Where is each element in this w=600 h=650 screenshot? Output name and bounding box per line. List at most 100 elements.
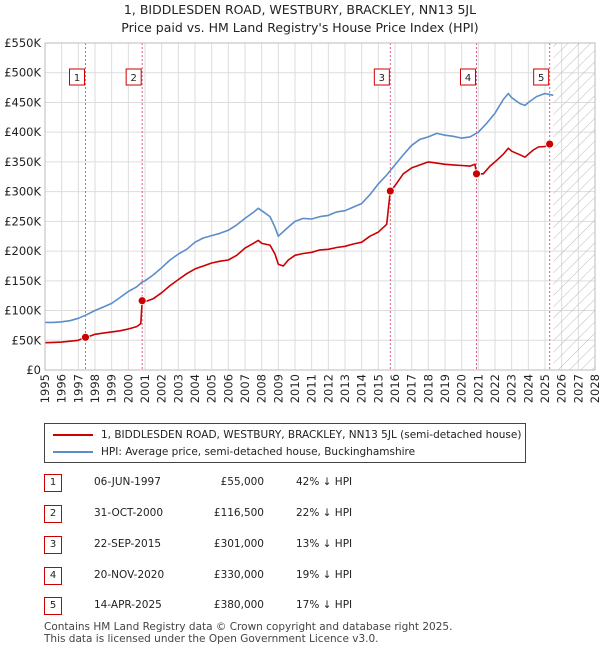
x-tick-label: 2028 xyxy=(588,374,600,403)
sale-badge-label: 5 xyxy=(538,73,544,84)
x-tick-label: 2009 xyxy=(271,374,285,403)
sale-number-badge: 1 xyxy=(44,474,62,492)
x-tick-label: 1996 xyxy=(55,374,69,403)
sale-price: £380,000 xyxy=(213,599,264,611)
x-tick-label: 2020 xyxy=(455,374,469,403)
sale-point xyxy=(385,186,395,196)
legend-label-property: 1, BIDDLESDEN ROAD, WESTBURY, BRACKLEY, … xyxy=(101,429,522,441)
x-tick-label: 2027 xyxy=(571,374,585,403)
sale-number-badge: 5 xyxy=(44,597,62,615)
sale-hpi-diff: 17% ↓ HPI xyxy=(296,599,353,611)
x-tick-label: 2008 xyxy=(255,374,269,403)
y-tick-label: £500K xyxy=(4,66,41,80)
x-tick-label: 2022 xyxy=(488,374,502,403)
y-tick-label: £450K xyxy=(4,95,41,109)
x-tick-label: 2004 xyxy=(188,374,202,403)
chart-title: 1, BIDDLESDEN ROAD, WESTBURY, BRACKLEY, … xyxy=(123,2,477,17)
x-tick-label: 2024 xyxy=(521,374,535,403)
x-tick-label: 2016 xyxy=(388,374,402,403)
x-tick-label: 2011 xyxy=(305,374,319,403)
sale-hpi-diff: 13% ↓ HPI xyxy=(296,538,353,550)
legend-swatch-property xyxy=(53,434,93,436)
y-tick-label: £150K xyxy=(4,274,41,288)
x-tick-label: 2013 xyxy=(338,374,352,403)
x-tick-label: 2021 xyxy=(471,374,485,403)
sale-date: 31-OCT-2000 xyxy=(94,507,163,519)
x-tick-label: 2023 xyxy=(505,374,519,403)
sale-point xyxy=(81,332,90,342)
sale-badge-box xyxy=(460,68,476,86)
property-price-line xyxy=(44,143,553,344)
footer-licence: This data is licensed under the Open Gov… xyxy=(44,633,379,645)
sale-row: 4 20-NOV-2020 £330,000 19% ↓ HPI xyxy=(44,567,564,585)
sale-badge-label: 2 xyxy=(130,73,136,84)
x-tick-label: 1998 xyxy=(88,374,102,403)
y-tick-label: £550K xyxy=(4,36,41,50)
sale-number-badge: 4 xyxy=(44,567,62,585)
x-tick-label: 2015 xyxy=(371,374,385,403)
x-tick-label: 2001 xyxy=(138,374,152,403)
sale-price: £301,000 xyxy=(213,538,264,550)
sale-row: 1 06-JUN-1997 £55,000 42% ↓ HPI xyxy=(44,474,564,492)
x-tick-label: 2005 xyxy=(205,374,219,403)
y-tick-label: £100K xyxy=(4,304,41,318)
legend-label-hpi: HPI: Average price, semi-detached house,… xyxy=(101,446,416,458)
sale-date: 14-APR-2025 xyxy=(94,599,162,611)
price-chart: £0 £50K £100K £150K £200K £250K £300K £350K £400… xyxy=(4,36,600,403)
sale-hpi-diff: 19% ↓ HPI xyxy=(296,569,353,581)
x-tick-label: 2003 xyxy=(171,374,185,403)
forecast-hatch-region xyxy=(553,43,595,370)
legend-item-hpi: HPI: Average price, semi-detached house,… xyxy=(53,444,415,460)
sale-point xyxy=(472,169,481,179)
legend-item-property: 1, BIDDLESDEN ROAD, WESTBURY, BRACKLEY, … xyxy=(53,427,521,443)
hpi-line xyxy=(45,92,554,324)
sale-badge-box xyxy=(373,68,390,86)
sale-badge-box xyxy=(125,68,142,86)
y-tick-label: £400K xyxy=(4,125,41,139)
x-tick-label: 2014 xyxy=(355,374,369,403)
sale-price: £55,000 xyxy=(220,476,264,488)
x-tick-label: 1999 xyxy=(105,374,119,403)
sale-badge-label: 4 xyxy=(465,73,471,84)
chart-subtitle: Price paid vs. HM Land Registry's House … xyxy=(121,20,479,35)
sale-badge-label: 1 xyxy=(74,73,80,84)
sale-badge-label: 3 xyxy=(379,73,385,84)
x-tick-label: 2012 xyxy=(321,374,335,403)
sale-badge-box xyxy=(533,68,550,86)
x-tick-label: 2026 xyxy=(555,374,569,403)
x-tick-label: 1997 xyxy=(71,374,85,403)
y-tick-label: £300K xyxy=(4,185,41,199)
x-tick-label: 2017 xyxy=(405,374,419,403)
y-tick-label: £250K xyxy=(4,214,41,228)
x-tick-label: 2006 xyxy=(221,374,235,403)
x-tick-label: 2002 xyxy=(155,374,169,403)
x-tick-label: 2025 xyxy=(538,374,552,403)
plot-area xyxy=(45,43,595,370)
y-tick-label: £200K xyxy=(4,244,41,258)
legend-swatch-hpi xyxy=(53,451,93,453)
sale-date: 20-NOV-2020 xyxy=(94,569,165,581)
x-tick-label: 2000 xyxy=(121,374,135,403)
x-tick-label: 2010 xyxy=(288,374,302,403)
legend: 1, BIDDLESDEN ROAD, WESTBURY, BRACKLEY, … xyxy=(44,423,526,463)
sale-point xyxy=(137,296,147,306)
y-tick-label: £0 xyxy=(26,363,41,377)
sale-hpi-diff: 22% ↓ HPI xyxy=(296,507,353,519)
y-tick-label: £350K xyxy=(4,155,41,169)
x-tick-label: 2007 xyxy=(238,374,252,403)
sale-price: £116,500 xyxy=(213,507,264,519)
sale-price: £330,000 xyxy=(213,569,264,581)
x-tick-label: 2019 xyxy=(438,374,452,403)
sale-date: 06-JUN-1997 xyxy=(94,476,161,488)
sale-date: 22-SEP-2015 xyxy=(94,538,162,550)
sale-row: 2 31-OCT-2000 £116,500 22% ↓ HPI xyxy=(44,505,564,523)
sale-number-badge: 2 xyxy=(44,505,62,523)
footer-copyright: Contains HM Land Registry data © Crown c… xyxy=(44,621,453,633)
sale-point xyxy=(545,139,555,149)
plot-border xyxy=(44,42,596,371)
y-tick-label: £50K xyxy=(12,333,42,347)
x-tick-label: 1995 xyxy=(38,374,52,403)
sale-row: 5 14-APR-2025 £380,000 17% ↓ HPI xyxy=(44,597,564,615)
sale-hpi-diff: 42% ↓ HPI xyxy=(296,476,353,488)
sale-row: 3 22-SEP-2015 £301,000 13% ↓ HPI xyxy=(44,536,564,554)
